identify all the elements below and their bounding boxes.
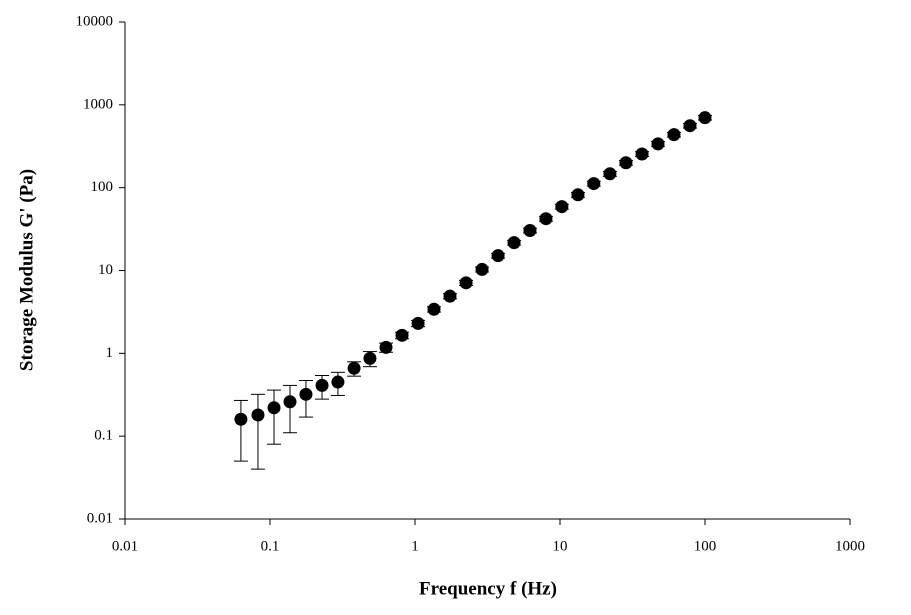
data-point (411, 316, 425, 330)
data-point (347, 361, 361, 375)
data-point (667, 128, 681, 142)
data-point (523, 224, 537, 238)
data-point (651, 137, 665, 151)
y-tick-label: 0.1 (94, 428, 113, 444)
x-tick-label: 10 (553, 538, 568, 554)
y-tick-label: 1 (106, 345, 114, 361)
data-point (234, 412, 248, 426)
y-tick-label: 10000 (76, 13, 114, 29)
data-point (507, 236, 521, 250)
x-axis-title: Frequency f (Hz) (419, 578, 557, 599)
data-point (587, 177, 601, 191)
y-axis-title: Storage Modulus G' (Pa) (16, 169, 37, 371)
data-point (443, 289, 457, 303)
x-tick-label: 0.01 (112, 538, 138, 554)
data-point (363, 351, 377, 365)
data-point (475, 262, 489, 276)
data-point (427, 302, 441, 316)
data-point (603, 167, 617, 181)
y-tick-label: 100 (91, 179, 114, 195)
data-point (315, 378, 329, 392)
data-point (619, 156, 633, 170)
y-tick-label: 1000 (83, 96, 113, 112)
x-tick-label: 1000 (835, 538, 865, 554)
data-point (251, 408, 265, 422)
data-point (267, 401, 281, 415)
data-point (539, 212, 553, 226)
x-tick-label: 1 (411, 538, 419, 554)
x-tick-label: 0.1 (261, 538, 280, 554)
data-point (491, 249, 505, 263)
data-point (395, 328, 409, 342)
data-point (683, 119, 697, 133)
data-point (299, 387, 313, 401)
data-point (459, 276, 473, 290)
data-point (635, 147, 649, 161)
y-tick-label: 10 (98, 262, 113, 278)
data-point (283, 395, 297, 409)
x-tick-label: 100 (694, 538, 717, 554)
data-point (555, 200, 569, 214)
data-point (379, 340, 393, 354)
data-point (331, 375, 345, 389)
data-point (571, 188, 585, 202)
data-point (698, 111, 712, 125)
y-tick-label: 0.01 (87, 510, 113, 526)
